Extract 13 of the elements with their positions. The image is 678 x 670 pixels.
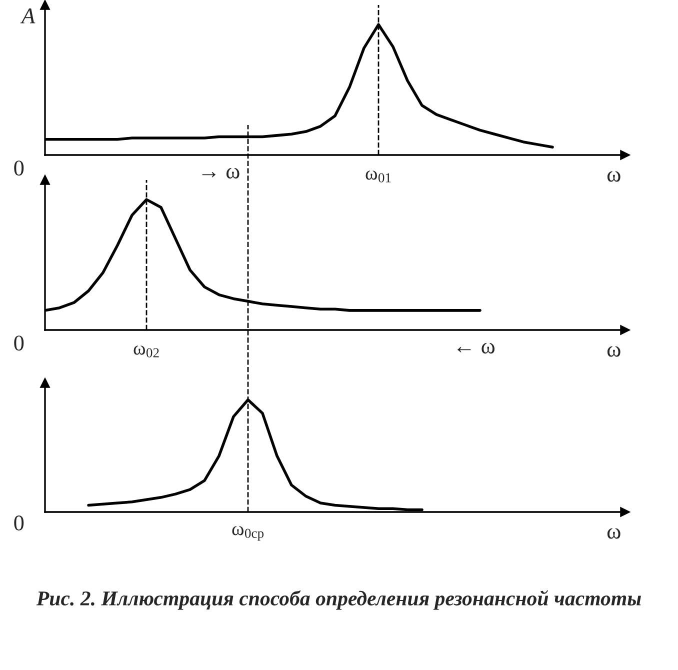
text: ω$_{0ср}$ xyxy=(232,526,264,541)
y-axis-title: A xyxy=(20,8,36,24)
text: ← ω xyxy=(458,342,495,354)
text: 0 xyxy=(14,160,24,176)
text: ω$_{01}$ xyxy=(366,170,391,182)
text: 0 xyxy=(14,515,24,530)
x-axis-title: ω xyxy=(607,346,620,357)
text: Рис. 2. Иллюстрация способа определения резонансной частоты xyxy=(36,590,641,610)
x-axis-title: ω xyxy=(607,171,620,182)
text: ω$_{02}$ xyxy=(134,345,159,358)
text: 0 xyxy=(14,336,24,351)
text: → ω xyxy=(202,168,240,179)
x-axis-title: ω xyxy=(607,528,620,539)
